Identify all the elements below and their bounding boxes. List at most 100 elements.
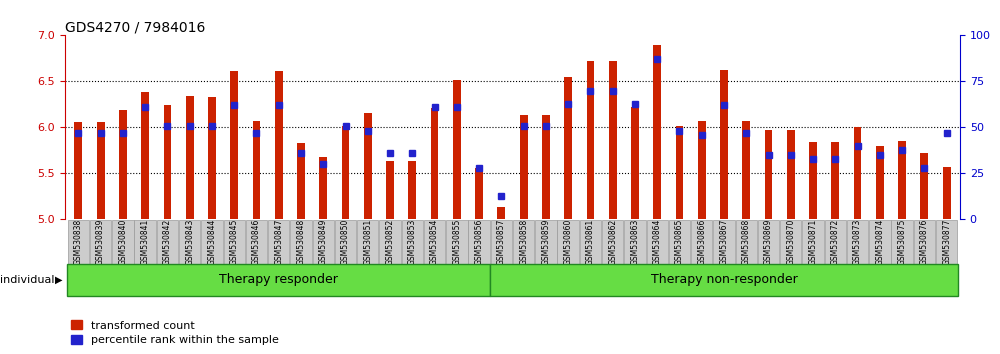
Bar: [698, 121, 706, 219]
Text: GSM530875: GSM530875: [898, 218, 907, 265]
Text: GSM530848: GSM530848: [296, 218, 305, 265]
FancyBboxPatch shape: [713, 220, 735, 264]
Text: GSM530838: GSM530838: [74, 218, 83, 265]
FancyBboxPatch shape: [914, 220, 935, 264]
FancyBboxPatch shape: [67, 264, 490, 296]
FancyBboxPatch shape: [246, 220, 267, 264]
Text: GSM530866: GSM530866: [697, 218, 706, 265]
Bar: [587, 61, 594, 219]
Text: GSM530860: GSM530860: [564, 218, 573, 265]
FancyBboxPatch shape: [157, 220, 178, 264]
FancyBboxPatch shape: [335, 220, 356, 264]
Text: GSM530864: GSM530864: [653, 218, 662, 265]
FancyBboxPatch shape: [424, 220, 445, 264]
FancyBboxPatch shape: [268, 220, 289, 264]
Bar: [653, 45, 661, 219]
FancyBboxPatch shape: [780, 220, 801, 264]
Bar: [275, 71, 283, 219]
Text: GSM530857: GSM530857: [497, 218, 506, 265]
Text: GSM530840: GSM530840: [118, 218, 127, 265]
Text: GSM530872: GSM530872: [831, 218, 840, 265]
FancyBboxPatch shape: [891, 220, 913, 264]
Text: Therapy non-responder: Therapy non-responder: [651, 273, 797, 286]
FancyBboxPatch shape: [736, 220, 757, 264]
Text: GSM530851: GSM530851: [363, 218, 372, 265]
Text: GSM530843: GSM530843: [185, 218, 194, 265]
FancyBboxPatch shape: [557, 220, 579, 264]
FancyBboxPatch shape: [491, 220, 512, 264]
Text: GSM530865: GSM530865: [675, 218, 684, 265]
FancyBboxPatch shape: [847, 220, 868, 264]
Text: GSM530847: GSM530847: [274, 218, 283, 265]
Text: GSM530870: GSM530870: [786, 218, 795, 265]
Bar: [831, 142, 839, 219]
FancyBboxPatch shape: [647, 220, 668, 264]
Text: GSM530844: GSM530844: [207, 218, 216, 265]
FancyBboxPatch shape: [936, 220, 957, 264]
FancyBboxPatch shape: [90, 220, 111, 264]
Bar: [453, 80, 461, 219]
FancyBboxPatch shape: [68, 220, 89, 264]
Text: GSM530856: GSM530856: [475, 218, 484, 265]
Bar: [876, 146, 884, 219]
Text: Therapy responder: Therapy responder: [219, 273, 338, 286]
FancyBboxPatch shape: [869, 220, 891, 264]
Bar: [297, 143, 305, 219]
Bar: [342, 126, 349, 219]
Text: GSM530858: GSM530858: [519, 218, 528, 265]
Bar: [920, 153, 928, 219]
FancyBboxPatch shape: [468, 220, 490, 264]
Bar: [520, 115, 528, 219]
Text: GSM530850: GSM530850: [341, 218, 350, 265]
FancyBboxPatch shape: [357, 220, 378, 264]
Bar: [809, 142, 817, 219]
Bar: [408, 161, 416, 219]
FancyBboxPatch shape: [691, 220, 712, 264]
FancyBboxPatch shape: [758, 220, 779, 264]
Bar: [609, 61, 617, 219]
Bar: [119, 110, 127, 219]
Bar: [542, 115, 550, 219]
Text: GSM530868: GSM530868: [742, 218, 751, 265]
FancyBboxPatch shape: [825, 220, 846, 264]
Bar: [230, 71, 238, 219]
Text: GSM530877: GSM530877: [942, 218, 951, 265]
Text: GSM530842: GSM530842: [163, 218, 172, 265]
Text: GSM530849: GSM530849: [319, 218, 328, 265]
Text: GSM530873: GSM530873: [853, 218, 862, 265]
FancyBboxPatch shape: [535, 220, 557, 264]
Text: individual: individual: [0, 275, 54, 285]
Bar: [319, 157, 327, 219]
Bar: [742, 121, 750, 219]
Bar: [720, 70, 728, 219]
Bar: [497, 207, 505, 219]
Text: GSM530874: GSM530874: [875, 218, 884, 265]
Text: GSM530855: GSM530855: [452, 218, 461, 265]
FancyBboxPatch shape: [313, 220, 334, 264]
Text: GSM530863: GSM530863: [630, 218, 639, 265]
Text: GSM530859: GSM530859: [541, 218, 550, 265]
FancyBboxPatch shape: [602, 220, 623, 264]
Text: GSM530862: GSM530862: [608, 218, 617, 265]
Text: GSM530853: GSM530853: [408, 218, 417, 265]
Bar: [475, 168, 483, 219]
FancyBboxPatch shape: [580, 220, 601, 264]
Bar: [74, 122, 82, 219]
Text: GSM530846: GSM530846: [252, 218, 261, 265]
Text: GSM530852: GSM530852: [386, 218, 395, 265]
Bar: [386, 161, 394, 219]
Bar: [631, 107, 639, 219]
Text: GSM530845: GSM530845: [230, 218, 239, 265]
Text: GSM530871: GSM530871: [809, 218, 818, 265]
Text: GSM530867: GSM530867: [720, 218, 729, 265]
FancyBboxPatch shape: [490, 264, 958, 296]
Text: GSM530876: GSM530876: [920, 218, 929, 265]
FancyBboxPatch shape: [201, 220, 223, 264]
Bar: [253, 121, 260, 219]
Bar: [898, 141, 906, 219]
Bar: [164, 105, 171, 219]
FancyBboxPatch shape: [179, 220, 200, 264]
FancyBboxPatch shape: [402, 220, 423, 264]
Text: ▶: ▶: [54, 275, 62, 285]
Bar: [676, 126, 683, 219]
